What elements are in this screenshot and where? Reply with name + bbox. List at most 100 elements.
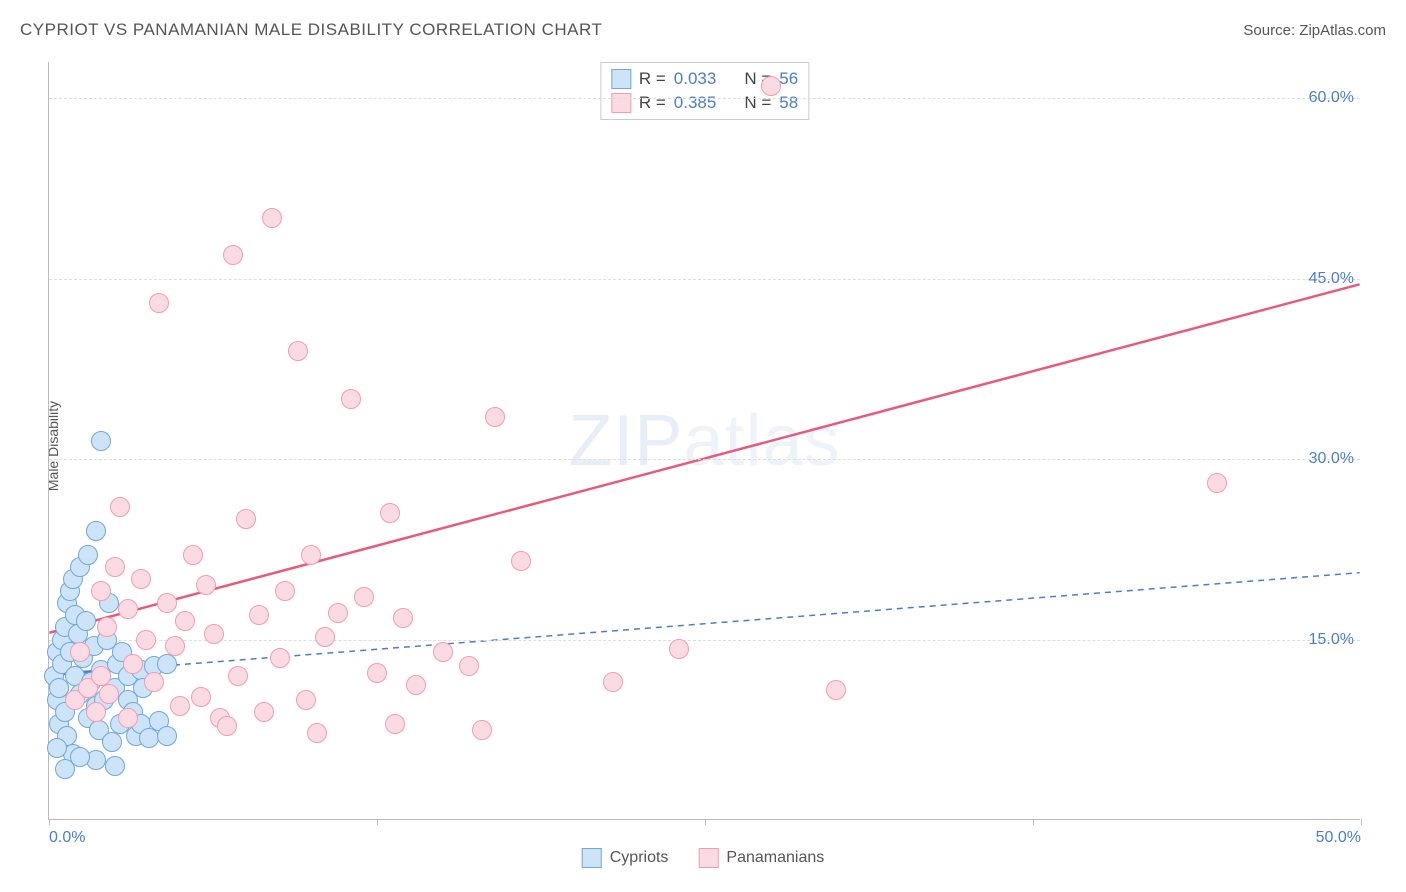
data-point	[275, 581, 295, 601]
data-point	[270, 648, 290, 668]
data-point	[91, 666, 111, 686]
data-point	[86, 702, 106, 722]
data-point	[826, 680, 846, 700]
grid-line	[49, 459, 1360, 460]
data-point	[118, 708, 138, 728]
data-point	[315, 627, 335, 647]
source-name: ZipAtlas.com	[1299, 22, 1386, 39]
data-point	[144, 672, 164, 692]
data-point	[105, 756, 125, 776]
data-point	[307, 723, 327, 743]
data-point	[217, 716, 237, 736]
x-tick	[1361, 819, 1362, 825]
n-value-panamanians: 58	[779, 93, 798, 113]
data-point	[183, 545, 203, 565]
n-value-cypriots: 56	[779, 69, 798, 89]
legend-swatch-cypriots	[582, 848, 602, 868]
data-point	[669, 639, 689, 659]
data-point	[761, 76, 781, 96]
data-point	[170, 696, 190, 716]
data-point	[385, 714, 405, 734]
r-label: R =	[639, 69, 666, 89]
r-value-cypriots: 0.033	[674, 69, 717, 89]
data-point	[603, 672, 623, 692]
data-point	[196, 575, 216, 595]
data-point	[296, 690, 316, 710]
data-point	[191, 687, 211, 707]
watermark-bold: ZIP	[568, 401, 683, 481]
data-point	[433, 642, 453, 662]
data-point	[459, 656, 479, 676]
data-point	[97, 617, 117, 637]
watermark: ZIPatlas	[568, 400, 840, 482]
data-point	[228, 666, 248, 686]
data-point	[139, 728, 159, 748]
plot-area: ZIPatlas R = 0.033 N = 56 R = 0.385 N = …	[48, 62, 1360, 820]
data-point	[118, 599, 138, 619]
swatch-cypriots	[611, 69, 631, 89]
data-point	[47, 738, 67, 758]
data-point	[70, 642, 90, 662]
n-label: N =	[744, 93, 771, 113]
chart-title: CYPRIOT VS PANAMANIAN MALE DISABILITY CO…	[20, 20, 602, 40]
data-point	[157, 654, 177, 674]
data-point	[91, 431, 111, 451]
grid-line	[49, 98, 1360, 99]
legend-label-panamanians: Panamanians	[726, 849, 824, 867]
data-point	[149, 293, 169, 313]
legend: Cypriots Panamanians	[582, 848, 825, 868]
y-tick-label: 15.0%	[1309, 631, 1354, 649]
y-tick-label: 45.0%	[1309, 270, 1354, 288]
legend-item-cypriots: Cypriots	[582, 848, 669, 868]
data-point	[99, 684, 119, 704]
data-point	[393, 608, 413, 628]
grid-line	[49, 640, 1360, 641]
y-tick-label: 60.0%	[1309, 89, 1354, 107]
data-point	[78, 545, 98, 565]
data-point	[91, 581, 111, 601]
data-point	[157, 593, 177, 613]
source-attribution: Source: ZipAtlas.com	[1243, 22, 1386, 39]
x-tick	[377, 819, 378, 825]
x-tick	[1033, 819, 1034, 825]
r-label: R =	[639, 93, 666, 113]
data-point	[249, 605, 269, 625]
x-tick	[49, 819, 50, 825]
data-point	[341, 389, 361, 409]
data-point	[70, 747, 90, 767]
r-value-panamanians: 0.385	[674, 93, 717, 113]
data-point	[236, 509, 256, 529]
data-point	[262, 208, 282, 228]
data-point	[175, 611, 195, 631]
data-point	[76, 611, 96, 631]
data-point	[485, 407, 505, 427]
chart-container: CYPRIOT VS PANAMANIAN MALE DISABILITY CO…	[0, 0, 1406, 892]
data-point	[1207, 473, 1227, 493]
data-point	[123, 654, 143, 674]
x-tick-label: 0.0%	[49, 829, 85, 847]
data-point	[223, 245, 243, 265]
data-point	[136, 630, 156, 650]
swatch-panamanians	[611, 93, 631, 113]
grid-line	[49, 279, 1360, 280]
x-tick	[705, 819, 706, 825]
data-point	[328, 603, 348, 623]
legend-swatch-panamanians	[698, 848, 718, 868]
legend-item-panamanians: Panamanians	[698, 848, 824, 868]
trend-lines-layer	[49, 62, 1360, 819]
data-point	[157, 726, 177, 746]
data-point	[131, 569, 151, 589]
data-point	[204, 624, 224, 644]
data-point	[354, 587, 374, 607]
data-point	[406, 675, 426, 695]
data-point	[86, 521, 106, 541]
x-tick-label: 50.0%	[1316, 829, 1361, 847]
data-point	[367, 663, 387, 683]
data-point	[105, 557, 125, 577]
data-point	[288, 341, 308, 361]
y-tick-label: 30.0%	[1309, 450, 1354, 468]
data-point	[380, 503, 400, 523]
data-point	[110, 497, 130, 517]
source-prefix: Source:	[1243, 22, 1299, 39]
legend-label-cypriots: Cypriots	[610, 849, 669, 867]
